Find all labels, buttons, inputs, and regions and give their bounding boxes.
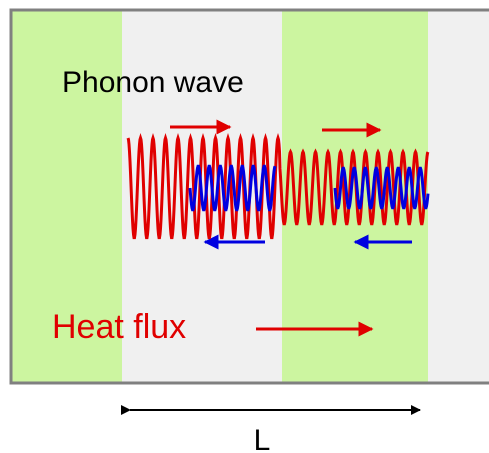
red-wave bbox=[126, 132, 430, 240]
stripe-green bbox=[12, 10, 122, 383]
length-label: L bbox=[254, 424, 271, 453]
heat-label: Heat flux bbox=[52, 308, 186, 346]
blue-wave bbox=[333, 166, 430, 210]
stripe-gray bbox=[428, 10, 489, 383]
blue-wave bbox=[188, 164, 277, 212]
phonon-label: Phonon wave bbox=[62, 66, 244, 99]
box-border bbox=[9, 8, 489, 385]
